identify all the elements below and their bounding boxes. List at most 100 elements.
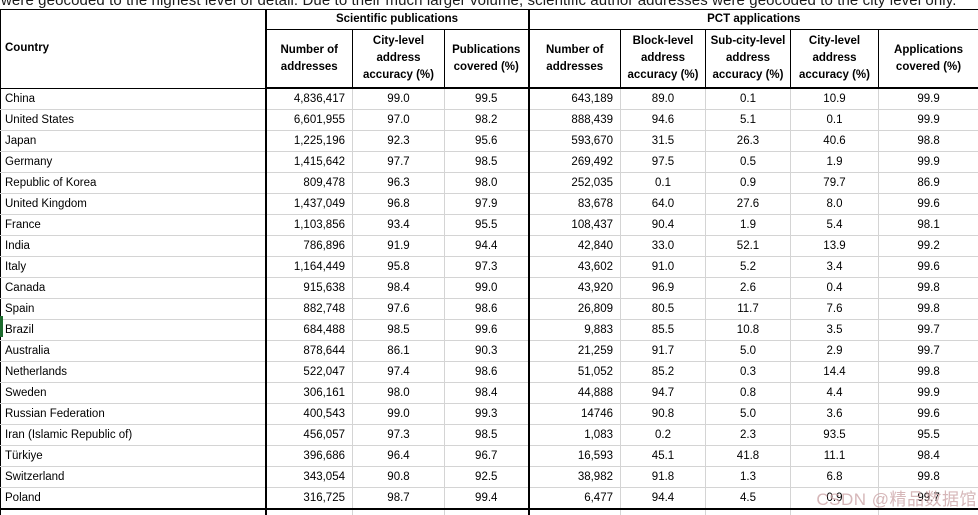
group-header-scientific: Scientific publications [265,8,530,31]
value-cell: 91.9 [352,235,445,258]
value-cell: 99.9 [878,151,978,174]
empty-cell [352,509,445,515]
value-cell: 1,164,449 [265,256,353,279]
value-cell: 878,644 [265,340,353,363]
value-cell: 99.3 [444,403,530,426]
value-cell: 252,035 [528,172,621,195]
empty-cell [528,509,621,515]
value-cell: 89.0 [620,88,706,111]
value-cell: 10.8 [705,319,791,342]
value-cell: 4.5 [705,487,791,511]
value-cell: 6,601,955 [265,109,353,132]
value-cell: 95.5 [444,214,530,237]
value-cell: 99.7 [878,340,978,363]
value-cell: 11.7 [705,298,791,321]
value-cell: 93.5 [790,424,879,447]
table-row: India 786,896 91.9 94.4 42,840 33.0 52.1 13.9 99… [0,235,978,258]
value-cell: 0.8 [705,382,791,405]
table-row: Türkiye 396,686 96.4 96.7 16,593 45.1 41.8 11.1… [0,445,978,468]
value-cell: 99.7 [878,319,978,342]
value-cell: 94.6 [620,109,706,132]
value-cell: 1,103,856 [265,214,353,237]
empty-cell [790,509,879,515]
value-cell: 97.7 [352,151,445,174]
country-cell: Japan [0,130,267,153]
value-cell: 14.4 [790,361,879,384]
value-cell: 14746 [528,403,621,426]
value-cell: 98.4 [444,382,530,405]
value-cell: 643,189 [528,88,621,111]
table-row: Poland 316,725 98.7 99.4 6,477 94.4 4.5 0.9 99.7 [0,487,978,511]
value-cell: 98.4 [878,445,978,468]
value-cell: 90.4 [620,214,706,237]
value-cell: 343,054 [265,466,353,489]
value-cell: 91.0 [620,256,706,279]
value-cell: 396,686 [265,445,353,468]
col-header-pct-block-accuracy: Block-level address accuracy (%) [620,29,706,90]
country-cell: Canada [0,277,267,300]
value-cell: 3.5 [790,319,879,342]
value-cell: 96.3 [352,172,445,195]
value-cell: 43,920 [528,277,621,300]
watermark: CSDN @精品数据馆 [816,490,977,509]
value-cell: 86.1 [352,340,445,363]
table-row: Switzerland 343,054 90.8 92.5 38,982 91.8 1.3 6… [0,466,978,489]
value-cell: 9,883 [528,319,621,342]
value-cell: 97.3 [444,256,530,279]
value-cell: 269,492 [528,151,621,174]
value-cell: 16,593 [528,445,621,468]
country-cell: Spain [0,298,267,321]
value-cell: 92.5 [444,466,530,489]
value-cell: 2.3 [705,424,791,447]
empty-cell [878,509,978,515]
value-cell: 94.4 [620,487,706,511]
value-cell: 21,259 [528,340,621,363]
value-cell: 98.6 [444,361,530,384]
table-row: Japan 1,225,196 92.3 95.6 593,670 31.5 26.3 40.… [0,130,978,153]
table-row: Spain 882,748 97.6 98.6 26,809 80.5 11.7 7.6 99.… [0,298,978,321]
value-cell: 0.9 [705,172,791,195]
country-cell: United Kingdom [0,193,267,216]
value-cell: 13.9 [790,235,879,258]
value-cell: 10.9 [790,88,879,111]
table-row: Italy 1,164,449 95.8 97.3 43,602 91.0 5.2 3.4 99… [0,256,978,279]
value-cell: 99.9 [878,382,978,405]
country-cell: Switzerland [0,466,267,489]
table-body: China 4,836,417 99.0 99.5 643,189 89.0 0.1 10.9… [0,88,978,515]
value-cell: 83,678 [528,193,621,216]
value-cell: 80.5 [620,298,706,321]
value-cell: 97.6 [352,298,445,321]
col-header-sci-covered: Publications covered (%) [444,29,530,90]
value-cell: 4.4 [790,382,879,405]
value-cell: 99.4 [444,487,530,511]
value-cell: 1,415,642 [265,151,353,174]
country-cell: Republic of Korea [0,172,267,195]
table-row: Sweden 306,161 98.0 98.4 44,888 94.7 0.8 4.4 99.… [0,382,978,405]
value-cell: 456,057 [265,424,353,447]
country-cell: Australia [0,340,267,363]
empty-cell [705,509,791,515]
value-cell: 99.5 [444,88,530,111]
clipped-row [0,509,978,515]
value-cell: 86.9 [878,172,978,195]
value-cell: 1,225,196 [265,130,353,153]
value-cell: 8.0 [790,193,879,216]
value-cell: 98.5 [352,319,445,342]
value-cell: 99.6 [878,403,978,426]
value-cell: 786,896 [265,235,353,258]
value-cell: 882,748 [265,298,353,321]
value-cell: 99.6 [878,193,978,216]
value-cell: 98.8 [878,130,978,153]
empty-cell [265,509,353,515]
value-cell: 52.1 [705,235,791,258]
table-row: France 1,103,856 93.4 95.5 108,437 90.4 1.9 5.4… [0,214,978,237]
country-cell: Sweden [0,382,267,405]
value-cell: 99.8 [878,466,978,489]
country-cell: Germany [0,151,267,174]
value-cell: 92.3 [352,130,445,153]
value-cell: 99.6 [878,256,978,279]
value-cell: 43,602 [528,256,621,279]
value-cell: 316,725 [265,487,353,511]
value-cell: 6,477 [528,487,621,511]
value-cell: 5.1 [705,109,791,132]
